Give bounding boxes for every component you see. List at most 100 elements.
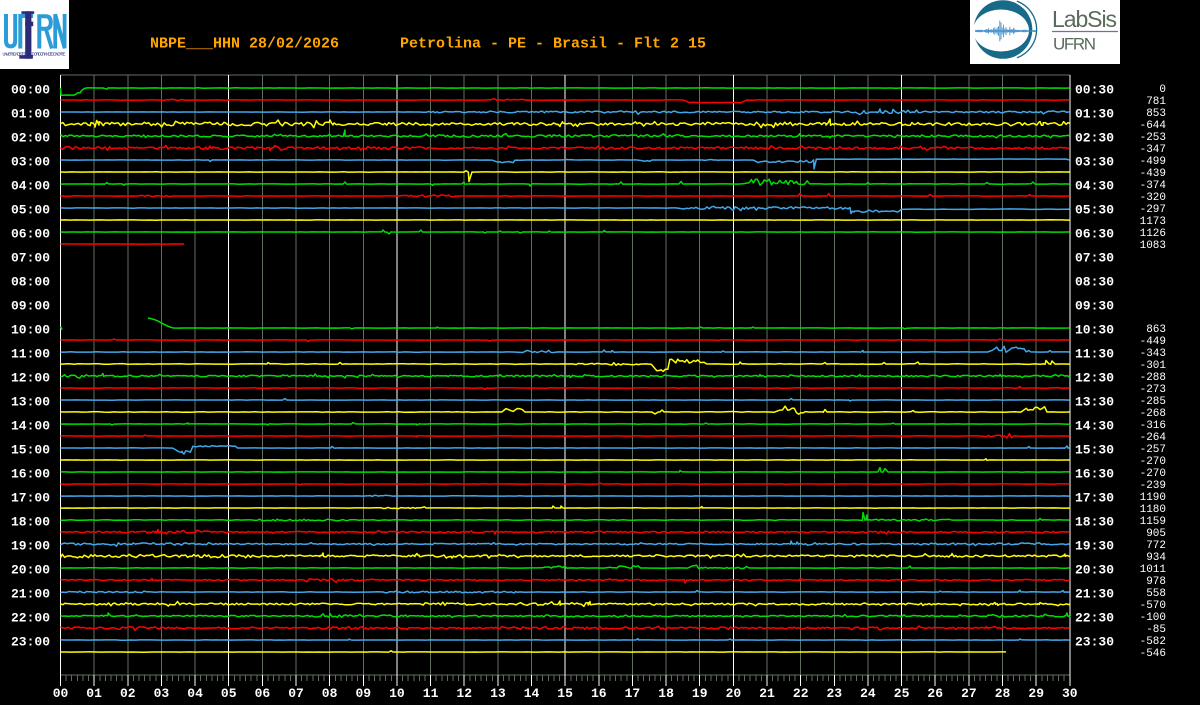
- svg-text:-288: -288: [1140, 372, 1166, 384]
- svg-text:19:00: 19:00: [11, 539, 50, 554]
- svg-text:-347: -347: [1140, 144, 1166, 156]
- svg-text:21: 21: [759, 686, 775, 701]
- svg-text:26: 26: [927, 686, 943, 701]
- svg-text:14:30: 14:30: [1075, 419, 1114, 434]
- svg-text:11: 11: [423, 686, 439, 701]
- svg-text:11:30: 11:30: [1075, 347, 1114, 362]
- svg-text:05:00: 05:00: [11, 203, 50, 218]
- svg-text:25: 25: [894, 686, 910, 701]
- svg-text:-499: -499: [1140, 156, 1166, 168]
- svg-text:UFRN: UFRN: [1053, 35, 1096, 54]
- svg-text:10:30: 10:30: [1075, 323, 1114, 338]
- svg-text:27: 27: [961, 686, 977, 701]
- svg-text:19:30: 19:30: [1075, 539, 1114, 554]
- svg-text:-270: -270: [1140, 456, 1166, 468]
- svg-text:-644: -644: [1140, 120, 1167, 132]
- svg-text:02:00: 02:00: [11, 131, 50, 146]
- svg-text:28: 28: [995, 686, 1011, 701]
- svg-text:-239: -239: [1140, 480, 1166, 492]
- svg-text:23:00: 23:00: [11, 635, 50, 650]
- svg-text:02: 02: [120, 686, 136, 701]
- svg-text:21:30: 21:30: [1075, 587, 1114, 602]
- svg-text:-285: -285: [1140, 396, 1166, 408]
- svg-text:13:30: 13:30: [1075, 395, 1114, 410]
- svg-text:17: 17: [625, 686, 641, 701]
- svg-text:LabSis: LabSis: [1052, 6, 1117, 32]
- svg-text:18:30: 18:30: [1075, 515, 1114, 530]
- svg-text:10: 10: [389, 686, 405, 701]
- svg-text:-374: -374: [1140, 180, 1167, 192]
- svg-text:-343: -343: [1140, 348, 1166, 360]
- svg-text:30: 30: [1062, 686, 1078, 701]
- svg-text:1011: 1011: [1140, 564, 1167, 576]
- svg-text:558: 558: [1146, 588, 1166, 600]
- svg-text:934: 934: [1146, 552, 1166, 564]
- svg-text:12:00: 12:00: [11, 371, 50, 386]
- svg-text:08: 08: [322, 686, 338, 701]
- svg-text:16: 16: [591, 686, 607, 701]
- svg-text:23: 23: [826, 686, 842, 701]
- svg-text:-582: -582: [1140, 636, 1166, 648]
- svg-text:Petrolina - PE - Brasil - Flt: Petrolina - PE - Brasil - Flt 2 15: [400, 36, 706, 53]
- svg-text:29: 29: [1028, 686, 1044, 701]
- svg-text:16:00: 16:00: [11, 467, 50, 482]
- svg-text:06: 06: [255, 686, 271, 701]
- svg-text:-570: -570: [1140, 600, 1166, 612]
- svg-text:NBPE___HHN 28/02/2026: NBPE___HHN 28/02/2026: [150, 36, 339, 53]
- svg-text:-320: -320: [1140, 192, 1166, 204]
- svg-text:978: 978: [1146, 576, 1166, 588]
- svg-text:15:00: 15:00: [11, 443, 50, 458]
- svg-text:23:30: 23:30: [1075, 635, 1114, 650]
- svg-text:00: 00: [53, 686, 69, 701]
- svg-text:-297: -297: [1140, 204, 1166, 216]
- svg-text:03:00: 03:00: [11, 155, 50, 170]
- svg-text:22:00: 22:00: [11, 611, 50, 626]
- svg-text:-100: -100: [1140, 612, 1166, 624]
- svg-text:905: 905: [1146, 528, 1166, 540]
- svg-text:-301: -301: [1140, 360, 1167, 372]
- svg-text:24: 24: [860, 686, 876, 701]
- svg-text:14:00: 14:00: [11, 419, 50, 434]
- svg-text:-273: -273: [1140, 384, 1166, 396]
- svg-text:04:30: 04:30: [1075, 179, 1114, 194]
- svg-text:18:00: 18:00: [11, 515, 50, 530]
- svg-text:12: 12: [456, 686, 472, 701]
- svg-text:12:30: 12:30: [1075, 371, 1114, 386]
- svg-text:09:00: 09:00: [11, 299, 50, 314]
- svg-text:11:00: 11:00: [11, 347, 50, 362]
- svg-text:-270: -270: [1140, 468, 1166, 480]
- svg-text:853: 853: [1146, 108, 1166, 120]
- svg-text:1159: 1159: [1140, 516, 1166, 528]
- svg-text:20:30: 20:30: [1075, 563, 1114, 578]
- svg-text:08:30: 08:30: [1075, 275, 1114, 290]
- svg-text:20: 20: [726, 686, 742, 701]
- svg-text:-257: -257: [1140, 444, 1166, 456]
- svg-text:05:30: 05:30: [1075, 203, 1114, 218]
- svg-text:13:00: 13:00: [11, 395, 50, 410]
- svg-text:00:00: 00:00: [11, 83, 50, 98]
- svg-text:1180: 1180: [1140, 504, 1166, 516]
- svg-text:07:00: 07:00: [11, 251, 50, 266]
- svg-text:-85: -85: [1146, 624, 1166, 636]
- svg-text:21:00: 21:00: [11, 587, 50, 602]
- svg-text:07:30: 07:30: [1075, 251, 1114, 266]
- svg-text:06:00: 06:00: [11, 227, 50, 242]
- svg-text:17:30: 17:30: [1075, 491, 1114, 506]
- svg-text:02:30: 02:30: [1075, 131, 1114, 146]
- svg-text:01: 01: [86, 686, 102, 701]
- svg-text:-439: -439: [1140, 168, 1166, 180]
- svg-text:08:00: 08:00: [11, 275, 50, 290]
- svg-text:19: 19: [692, 686, 708, 701]
- svg-text:18: 18: [658, 686, 674, 701]
- svg-text:01:30: 01:30: [1075, 107, 1114, 122]
- svg-text:10:00: 10:00: [11, 323, 50, 338]
- svg-text:1190: 1190: [1140, 492, 1166, 504]
- svg-text:17:00: 17:00: [11, 491, 50, 506]
- svg-text:05: 05: [221, 686, 237, 701]
- svg-text:20:00: 20:00: [11, 563, 50, 578]
- svg-text:15: 15: [557, 686, 573, 701]
- svg-text:863: 863: [1146, 324, 1166, 336]
- svg-text:09:30: 09:30: [1075, 299, 1114, 314]
- svg-text:16:30: 16:30: [1075, 467, 1114, 482]
- svg-text:1173: 1173: [1140, 216, 1166, 228]
